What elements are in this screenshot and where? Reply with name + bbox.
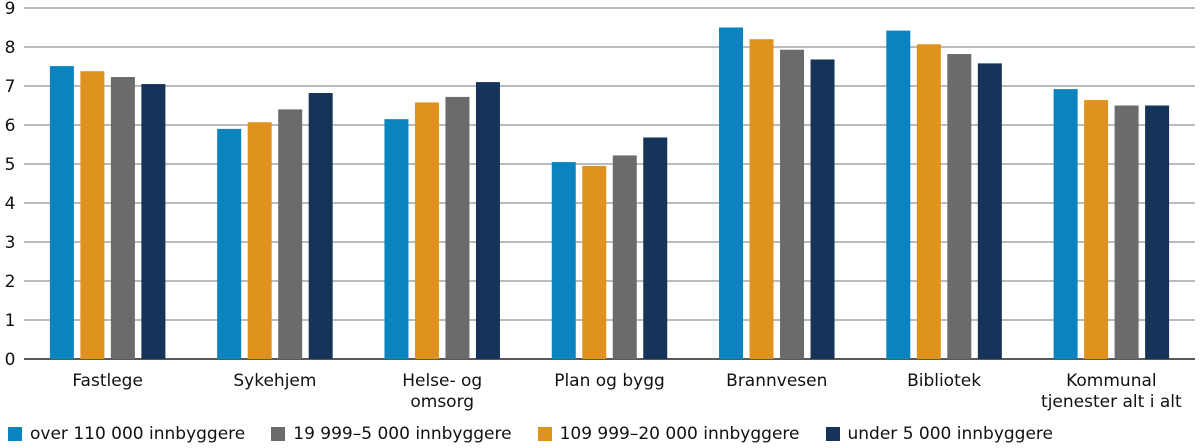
bar-2-4 (780, 49, 805, 359)
y-tick-label: 8 (5, 38, 16, 58)
y-tick-label: 6 (5, 116, 16, 136)
bar-chart: 0 1 2 3 4 5 6 7 8 9 Fastlege Sykehjem Helse- ogomsor… (5, 0, 1195, 412)
y-tick-label: 3 (5, 233, 16, 253)
legend-label: under 5 000 innbyggere (847, 424, 1054, 444)
x-category-label: Brannvesen (726, 371, 827, 391)
legend-swatch (825, 427, 840, 441)
y-tick-label: 4 (5, 194, 16, 214)
x-category-label: Plan og bygg (554, 371, 665, 391)
legend-swatch (8, 427, 22, 441)
legend-label: 109 999–20 000 innbyggere (559, 424, 800, 444)
bar-1-0 (80, 71, 105, 360)
x-category-label: Helse- og (402, 371, 482, 391)
x-category-label: Fastlege (72, 371, 143, 391)
legend-item: 109 999–20 000 innbyggere (537, 424, 800, 444)
bar-1-6 (1084, 100, 1109, 359)
bar-2-2 (445, 96, 470, 360)
x-category-label: omsorg (410, 392, 474, 412)
legend-item: 19 999–5 000 innbyggere (271, 424, 512, 444)
legend-swatch (537, 427, 552, 441)
legend-label: 19 999–5 000 innbyggere (293, 424, 512, 444)
bar-0-3 (551, 162, 576, 359)
legend-item: over 110 000 innbyggere (8, 424, 245, 444)
y-tick-label: 5 (5, 155, 16, 175)
x-category-label: tjenester alt i alt (1041, 392, 1182, 412)
bar-3-5 (977, 63, 1002, 359)
bar-1-5 (916, 44, 941, 360)
y-tick-label: 7 (5, 77, 16, 97)
bar-2-3 (612, 155, 637, 359)
y-tick-label: 2 (5, 272, 16, 292)
bar-3-1 (308, 93, 333, 360)
legend: over 110 000 innbyggere 19 999–5 000 innb… (8, 424, 1053, 444)
x-category-label: Kommunal (1066, 371, 1157, 391)
y-tick-label: 9 (5, 0, 16, 19)
legend-swatch (271, 427, 286, 441)
bar-0-0 (49, 66, 74, 360)
bar-0-1 (217, 128, 242, 359)
bar-2-0 (110, 77, 135, 359)
bar-1-3 (582, 165, 607, 359)
bar-2-1 (278, 109, 303, 360)
bar-0-5 (886, 30, 911, 360)
bar-1-1 (247, 122, 272, 360)
bar-0-2 (384, 119, 409, 360)
bar-3-6 (1145, 105, 1170, 359)
bar-3-3 (643, 137, 668, 359)
legend-item: under 5 000 innbyggere (825, 424, 1054, 444)
legend-label: over 110 000 innbyggere (30, 424, 246, 444)
bar-0-6 (1053, 89, 1078, 360)
x-category-label: Sykehjem (233, 371, 316, 391)
y-tick-label: 1 (5, 311, 16, 331)
bar-1-4 (749, 39, 774, 359)
bar-3-0 (141, 84, 166, 360)
bar-2-5 (947, 54, 972, 360)
bar-2-6 (1114, 105, 1139, 359)
bar-3-2 (475, 82, 500, 359)
bar-0-4 (719, 27, 744, 359)
y-tick-label: 0 (5, 350, 16, 370)
bar-1-2 (414, 102, 439, 359)
x-category-label: Bibliotek (907, 371, 981, 391)
bar-3-4 (810, 59, 835, 359)
